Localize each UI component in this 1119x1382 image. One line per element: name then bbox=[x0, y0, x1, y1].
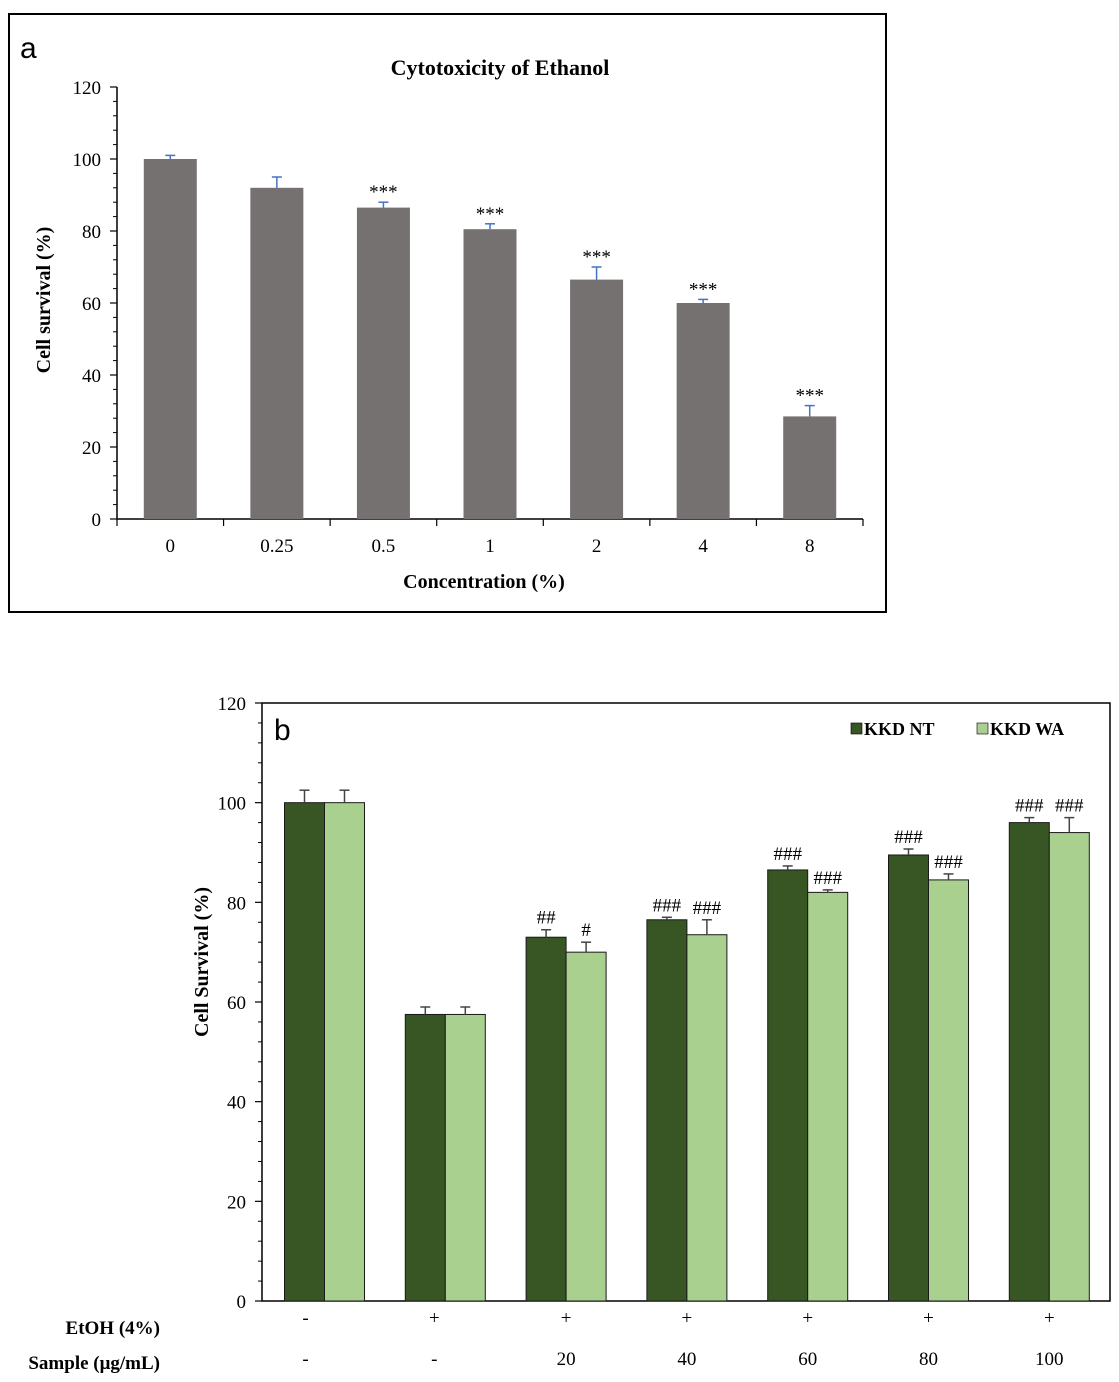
panel-a-significance: *** bbox=[582, 247, 611, 268]
sample-row-value: 20 bbox=[557, 1349, 576, 1370]
panel-a: a Cytotoxicity of Ethanol Cell survival … bbox=[8, 13, 887, 613]
sample-row-label: Sample (μg/mL) bbox=[28, 1353, 160, 1374]
panel-b-bar-kkd-wa bbox=[686, 934, 728, 1302]
sample-row-value: - bbox=[302, 1349, 308, 1370]
panel-a-frame bbox=[8, 13, 887, 613]
panel-a-xtick-label: 4 bbox=[698, 536, 708, 557]
panel-b-bar-kkd-nt bbox=[888, 854, 929, 1302]
panel-b-ytick-label: 60 bbox=[227, 993, 246, 1014]
panel-b-ytick-label: 120 bbox=[218, 694, 247, 715]
panel-b-letter: b bbox=[274, 714, 291, 747]
panel-b-bar-kkd-wa bbox=[565, 951, 607, 1302]
panel-a-letter: a bbox=[20, 32, 37, 65]
panel-b-bar-kkd-wa bbox=[324, 802, 365, 1302]
panel-b-bar-kkd-nt bbox=[646, 919, 688, 1302]
panel-a-bar bbox=[676, 303, 730, 519]
sample-row-value: 80 bbox=[919, 1349, 938, 1370]
panel-a-ytick-label: 60 bbox=[82, 294, 101, 315]
panel-a-significance: *** bbox=[689, 279, 718, 300]
panel-b-ytick-label: 40 bbox=[227, 1093, 246, 1114]
panel-b-bars: ###### ################## ### bbox=[284, 789, 1090, 1302]
etoh-row-value: + bbox=[682, 1308, 693, 1329]
panel-b-ytick-label: 0 bbox=[237, 1292, 247, 1313]
panel-b-significance: ### bbox=[693, 898, 722, 919]
panel-b-ytick-label: 80 bbox=[227, 893, 246, 914]
panel-a-ytick-label: 20 bbox=[82, 438, 101, 459]
panel-b-bar-kkd-wa bbox=[444, 1013, 486, 1302]
panel-a-xtick-label: 0.25 bbox=[260, 536, 293, 557]
etoh-row-value: + bbox=[429, 1308, 440, 1329]
panel-b-ytick-label: 100 bbox=[218, 794, 247, 815]
etoh-row-value: + bbox=[923, 1308, 934, 1329]
panel-b-bar-kkd-wa bbox=[928, 879, 969, 1302]
panel-b-bar-kkd-nt bbox=[404, 1013, 446, 1302]
panel-b-significance: ## bbox=[537, 908, 557, 929]
panel-a-xtick-label: 1 bbox=[485, 536, 495, 557]
panel-b-significance: ### bbox=[653, 895, 682, 916]
panel-a-bar bbox=[356, 207, 410, 519]
panel-a-bars: *** *** *** *** *** bbox=[143, 154, 837, 520]
etoh-row-value: + bbox=[1044, 1308, 1055, 1329]
panel-b-ylabel: Cell Survival (%) bbox=[191, 887, 213, 1037]
panel-a-ytick-label: 0 bbox=[92, 510, 102, 531]
sample-row-value: 60 bbox=[798, 1349, 817, 1370]
panel-a-bar bbox=[570, 279, 624, 519]
panel-a-ytick-label: 40 bbox=[82, 366, 101, 387]
panel-b-bar-kkd-wa bbox=[1048, 832, 1090, 1302]
legend-swatch-kkd-wa bbox=[976, 722, 989, 735]
legend-swatch-kkd-nt bbox=[850, 722, 863, 735]
panel-a-bar bbox=[250, 187, 304, 520]
panel-a-significance: *** bbox=[795, 386, 824, 407]
panel-b-significance: ### bbox=[813, 868, 842, 889]
panel-a-significance: *** bbox=[369, 182, 398, 203]
panel-b-axes: 0 20 40 60 80 100 120 bbox=[218, 694, 262, 1313]
sample-row-value: 40 bbox=[677, 1349, 696, 1370]
panel-a-axes: 0 20 40 60 80 100 120 0 0.25 0.5 1 2 4 8 bbox=[73, 78, 864, 557]
panel-b-significance: ### bbox=[894, 827, 923, 848]
panel-a-bar bbox=[463, 229, 517, 519]
etoh-row-value: + bbox=[802, 1308, 813, 1329]
panel-a-xtick-label: 0 bbox=[166, 536, 176, 557]
panel-b-significance: ### bbox=[934, 852, 963, 873]
panel-a-xtick-label: 0.5 bbox=[372, 536, 396, 557]
panel-a-bar bbox=[143, 159, 197, 519]
panel-b-significance: ### bbox=[1055, 796, 1084, 817]
panel-a-title: Cytotoxicity of Ethanol bbox=[391, 55, 610, 80]
legend-label-kkd-nt: KKD NT bbox=[864, 719, 935, 739]
panel-b: b Cell Survival (%) EtOH (4%) Sample (μg… bbox=[28, 694, 1111, 1374]
panel-b-bar-kkd-nt bbox=[284, 802, 325, 1302]
sample-row-value: 100 bbox=[1035, 1349, 1064, 1370]
panel-b-bar-kkd-wa bbox=[807, 891, 849, 1302]
panel-b-significance: # bbox=[581, 920, 591, 941]
etoh-row-label: EtOH (4%) bbox=[66, 1318, 160, 1339]
panel-a-bar bbox=[783, 416, 837, 519]
panel-b-bar-kkd-nt bbox=[525, 936, 567, 1302]
panel-b-bar-kkd-nt bbox=[767, 869, 809, 1302]
panel-a-xtick-label: 8 bbox=[805, 536, 815, 557]
panel-b-ytick-label: 20 bbox=[227, 1192, 246, 1213]
panel-b-treatment-rows: - - + - +20 +40 +60 +80 +100 bbox=[302, 1308, 1063, 1370]
panel-a-ytick-label: 80 bbox=[82, 222, 101, 243]
panel-a-ytick-label: 100 bbox=[73, 150, 102, 171]
panel-b-significance: ### bbox=[1015, 796, 1044, 817]
etoh-row-value: + bbox=[561, 1308, 572, 1329]
panel-a-ylabel: Cell survival (%) bbox=[33, 227, 55, 374]
sample-row-value: - bbox=[431, 1349, 437, 1370]
panel-b-bar-kkd-nt bbox=[1008, 822, 1050, 1302]
panel-a-xtick-label: 2 bbox=[592, 536, 602, 557]
panel-b-legend: KKD NT KKD WA bbox=[850, 719, 1064, 739]
panel-a-ytick-label: 120 bbox=[73, 78, 102, 99]
panel-b-significance: ### bbox=[773, 844, 802, 865]
etoh-row-value: - bbox=[302, 1308, 308, 1329]
panel-a-significance: *** bbox=[476, 204, 505, 225]
panel-a-xlabel: Concentration (%) bbox=[403, 571, 565, 593]
legend-label-kkd-wa: KKD WA bbox=[990, 719, 1064, 739]
